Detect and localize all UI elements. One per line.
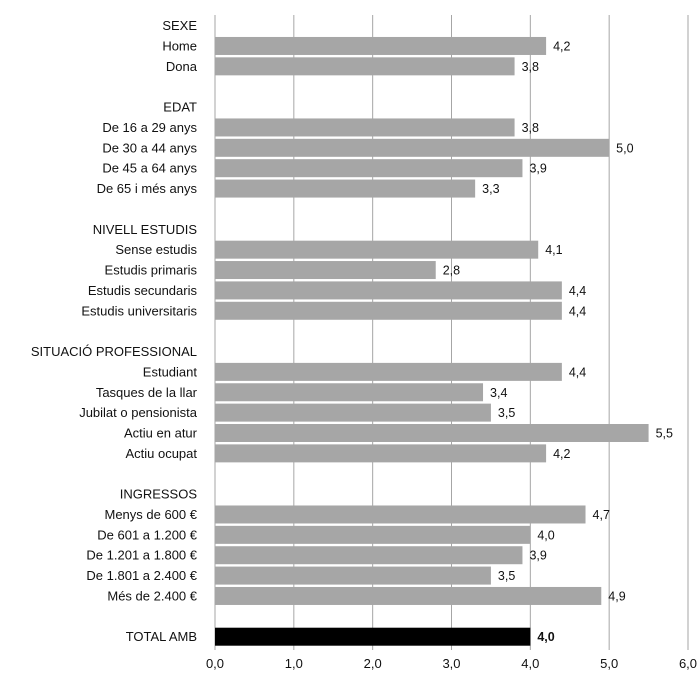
value-label: 3,4 — [490, 386, 507, 400]
category-label: Tasques de la llar — [96, 385, 198, 400]
x-tick-label: 4,0 — [521, 656, 539, 671]
category-header: INGRESSOS — [120, 487, 198, 502]
bar — [215, 138, 610, 157]
x-tick-label: 6,0 — [679, 656, 697, 671]
category-header: SEXE — [162, 18, 197, 33]
bar — [215, 525, 531, 544]
bar — [215, 240, 539, 259]
bar — [215, 546, 523, 565]
value-label: 4,2 — [553, 447, 570, 461]
value-label: 2,8 — [443, 264, 460, 278]
x-tick-label: 3,0 — [442, 656, 460, 671]
bar — [215, 301, 562, 320]
total-bar — [215, 627, 531, 646]
category-header: SITUACIÓ PROFESSIONAL — [31, 344, 197, 359]
bar — [215, 36, 547, 55]
category-label: De 30 a 44 anys — [102, 140, 197, 155]
value-label: 4,7 — [593, 508, 610, 522]
category-label: Actiu ocupat — [125, 446, 197, 461]
value-label: 3,8 — [522, 60, 539, 74]
category-label: Més de 2.400 € — [107, 588, 197, 603]
bar — [215, 444, 547, 463]
category-labels: SEXE Home Dona EDAT De 16 a 29 anys De 30 a 4… — [31, 18, 198, 644]
x-tick-label: 5,0 — [600, 656, 618, 671]
bar — [215, 261, 436, 280]
x-axis-tick-labels: 0,0 1,0 2,0 3,0 4,0 5,0 6,0 — [206, 656, 697, 671]
bar — [215, 424, 649, 442]
bar — [215, 383, 484, 402]
value-label: 4,4 — [569, 365, 586, 379]
value-label: 4,2 — [553, 39, 570, 53]
value-label: 3,9 — [529, 549, 546, 563]
bar — [215, 118, 515, 137]
category-label: De 1.801 a 2.400 € — [86, 568, 197, 583]
value-label: 3,9 — [529, 162, 546, 176]
value-label: 4,1 — [545, 243, 562, 257]
x-tick-label: 2,0 — [364, 656, 382, 671]
bar — [215, 362, 562, 381]
value-label: 3,8 — [522, 121, 539, 135]
category-label: Jubilat o pensionista — [79, 405, 198, 420]
bar — [215, 566, 491, 585]
bar — [215, 179, 476, 198]
category-label: TOTAL AMB — [126, 629, 197, 644]
value-label: 4,0 — [537, 630, 554, 644]
value-label: 3,5 — [498, 406, 515, 420]
category-label: De 601 a 1.200 € — [97, 527, 198, 542]
bar — [215, 57, 515, 76]
bar — [215, 281, 562, 300]
category-label: De 16 a 29 anys — [102, 120, 197, 135]
value-label: 5,0 — [616, 141, 633, 155]
category-label: De 65 i més anys — [97, 181, 198, 196]
category-label: Dona — [166, 59, 198, 74]
category-header: EDAT — [163, 100, 197, 115]
category-label: Home — [162, 38, 197, 53]
bars — [215, 36, 649, 646]
category-label: Actiu en atur — [124, 426, 198, 441]
value-label: 3,3 — [482, 182, 499, 196]
bar — [215, 505, 586, 524]
value-labels: 4,2 3,8 3,8 5,0 3,9 3,3 4,1 2,8 4,4 4,4 4,4 3,4 3,5 5… — [443, 39, 673, 644]
category-label: Estudiant — [143, 364, 198, 379]
value-label: 4,9 — [608, 589, 625, 603]
category-label: Menys de 600 € — [104, 507, 197, 522]
value-label: 5,5 — [656, 427, 673, 441]
value-label: 4,4 — [569, 284, 586, 298]
x-tick-label: 1,0 — [285, 656, 303, 671]
category-header: NIVELL ESTUDIS — [93, 222, 198, 237]
category-label: Sense estudis — [115, 242, 197, 257]
bar — [215, 586, 602, 605]
category-label: Estudis primaris — [105, 263, 198, 278]
bar — [215, 159, 523, 178]
bar — [215, 403, 491, 422]
value-label: 4,4 — [569, 304, 586, 318]
category-label: Estudis secundaris — [88, 283, 198, 298]
category-label: De 45 a 64 anys — [102, 161, 197, 176]
x-tick-label: 0,0 — [206, 656, 224, 671]
category-label: Estudis universitaris — [81, 303, 197, 318]
value-label: 3,5 — [498, 569, 515, 583]
value-label: 4,0 — [537, 528, 554, 542]
category-label: De 1.201 a 1.800 € — [86, 548, 197, 563]
